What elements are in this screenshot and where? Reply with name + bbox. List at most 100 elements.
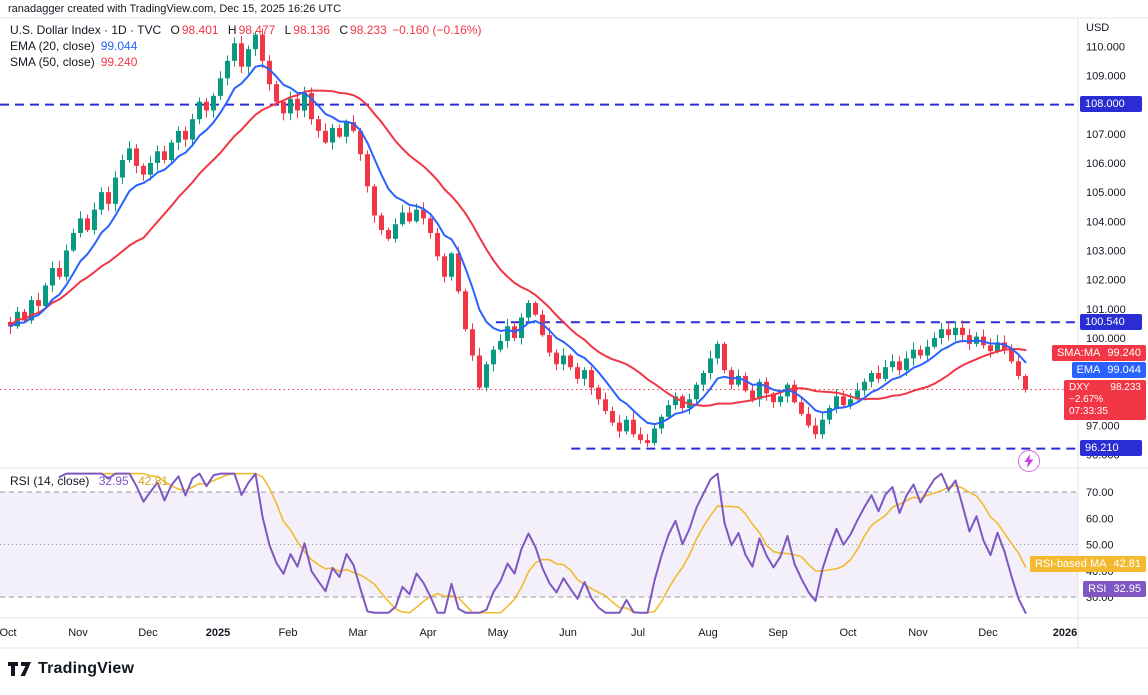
candle-body <box>708 358 713 374</box>
candle-body <box>750 390 755 400</box>
candle-body <box>337 127 342 137</box>
candle-body <box>260 34 265 61</box>
candle-body <box>701 373 706 385</box>
candle-body <box>596 387 601 400</box>
price-tick-label: 105.000 <box>1086 187 1126 199</box>
candle-body <box>1016 361 1021 376</box>
lightning-icon[interactable] <box>1018 450 1040 472</box>
candle-body <box>715 343 720 359</box>
high-value: 98.477 <box>238 23 276 37</box>
candle-body <box>176 130 181 143</box>
rsi-ma-value: 42.81 <box>138 474 169 488</box>
candle-body <box>911 349 916 359</box>
candle-body <box>505 326 510 341</box>
candle-body <box>890 361 895 368</box>
tradingview-logo-icon[interactable] <box>8 661 32 677</box>
candle-body <box>904 358 909 371</box>
candle-body <box>267 60 272 85</box>
candle-body <box>631 419 636 435</box>
month-label: Jul <box>631 627 645 639</box>
candle-body <box>939 329 944 339</box>
candle-body <box>22 311 27 321</box>
candle-body <box>113 177 118 204</box>
sma-price-badge: SMA:MA 99.240 <box>1051 345 1146 361</box>
candle-body <box>561 355 566 365</box>
month-label: May <box>488 627 509 639</box>
ema-legend-row[interactable]: EMA (20, close) 99.044 <box>10 38 481 54</box>
candle-body <box>883 367 888 379</box>
rsi-label: RSI (14, close) <box>10 474 90 488</box>
month-label: Aug <box>698 627 718 639</box>
candle-body <box>757 381 762 400</box>
sma-legend-row[interactable]: SMA (50, close) 99.240 <box>10 54 481 70</box>
rsi-value: 32.95 <box>98 474 129 488</box>
candle-body <box>50 267 55 286</box>
sma-line <box>9 89 1027 407</box>
candle-body <box>428 218 433 233</box>
month-label: Oct <box>0 627 17 639</box>
candle-body <box>239 43 244 67</box>
candle-body <box>225 60 230 79</box>
candle-body <box>323 130 328 143</box>
low-value: 98.136 <box>293 23 330 37</box>
candle-body <box>925 346 930 356</box>
level-badge-96210: 96.210 <box>1080 440 1142 456</box>
rsi-badge: RSI 32.95 <box>1083 581 1146 597</box>
candle-body <box>302 92 307 111</box>
month-label: 2026 <box>1053 627 1077 639</box>
candle-body <box>841 396 846 406</box>
candle-body <box>694 384 699 400</box>
candle-body <box>99 192 104 210</box>
candle-body <box>918 349 923 356</box>
price-tick-label: 104.000 <box>1086 216 1126 228</box>
candle-body <box>204 101 209 111</box>
month-label: Oct <box>839 627 856 639</box>
candle-body <box>764 381 769 394</box>
candle-body <box>848 399 853 406</box>
candle-body <box>820 419 825 435</box>
candle-body <box>526 302 531 318</box>
price-tick-label: 106.000 <box>1086 158 1126 170</box>
candle-body <box>78 218 83 233</box>
candle-body <box>106 192 111 204</box>
candle-body <box>127 148 132 161</box>
candle-body <box>281 101 286 114</box>
rsi-badge-value: 32.95 <box>1113 583 1141 595</box>
month-label: Sep <box>768 627 788 639</box>
month-label: Mar <box>349 627 368 639</box>
candles-layer <box>8 28 1028 448</box>
candle-body <box>92 209 97 231</box>
currency-axis-label: USD <box>1086 22 1110 34</box>
open-value: 98.401 <box>181 23 219 37</box>
candle-body <box>379 215 384 231</box>
chart-legend: U.S. Dollar Index · 1D · TVC O 98.401 H 98… <box>10 22 481 70</box>
time-axis[interactable] <box>0 618 1078 648</box>
candle-body <box>554 352 559 365</box>
candle-body <box>197 101 202 120</box>
candle-body <box>491 349 496 365</box>
candle-body <box>232 43 237 61</box>
candle-body <box>295 98 300 111</box>
candle-body <box>246 49 251 67</box>
candle-body <box>120 160 125 178</box>
high-label: H <box>227 23 237 37</box>
price-tick-label: 107.000 <box>1086 129 1126 141</box>
price-tick-label: 101.000 <box>1086 304 1126 316</box>
candle-body <box>876 373 881 379</box>
rsi-legend[interactable]: RSI (14, close) 32.95 42.81 <box>10 474 168 488</box>
symbol-title[interactable]: U.S. Dollar Index · 1D · TVC <box>10 23 162 37</box>
candle-body <box>372 186 377 216</box>
candle-body <box>162 151 167 161</box>
candle-body <box>57 267 62 277</box>
candle-body <box>211 95 216 111</box>
candle-body <box>575 367 580 379</box>
level-badge-108: 108.000 <box>1080 96 1142 112</box>
tradingview-wordmark[interactable]: TradingView <box>38 660 135 677</box>
candle-body <box>330 127 335 143</box>
candle-body <box>498 340 503 350</box>
candle-body <box>463 291 468 330</box>
ema-line <box>9 64 1027 426</box>
candle-body <box>449 253 454 277</box>
